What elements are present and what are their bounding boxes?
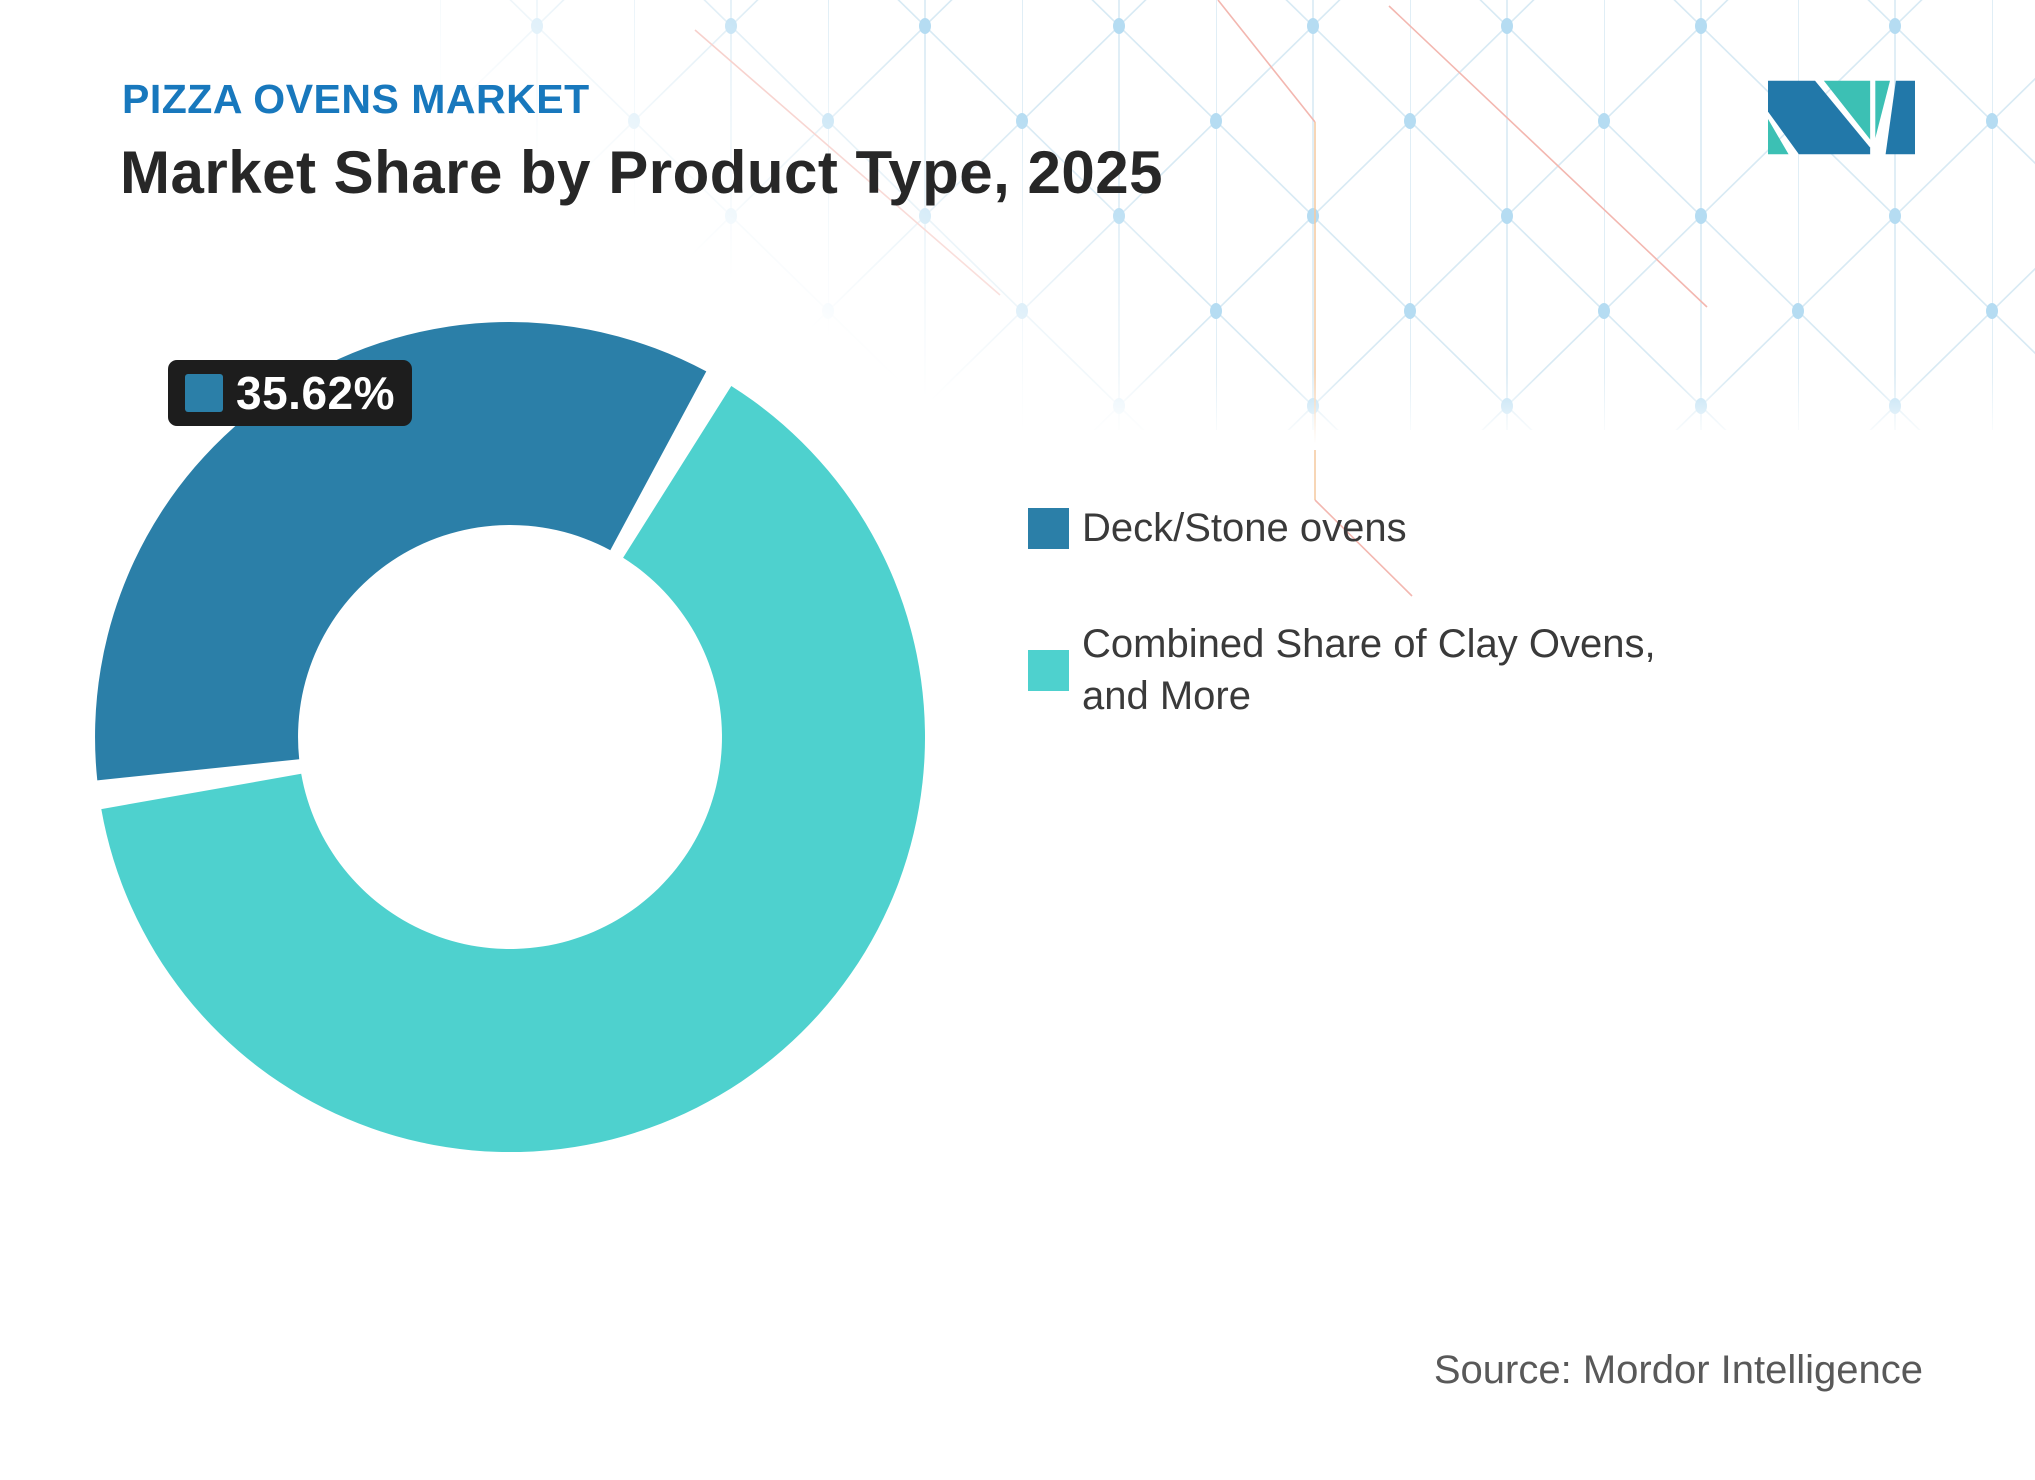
donut-slice-deck-stone-ovens[interactable] (95, 322, 707, 781)
legend-item-deck-stone-ovens[interactable]: Deck/Stone ovens (1028, 502, 1732, 554)
legend-swatch-combined-share (1028, 649, 1069, 691)
report-eyebrow: PIZZA OVENS MARKET (122, 76, 590, 122)
legend-item-combined-share[interactable]: Combined Share of Clay Ovens, and More (1028, 618, 1732, 722)
page-title: Market Share by Product Type, 2025 (120, 139, 1163, 206)
mordor-intelligence-logo (1768, 80, 1915, 155)
donut-slice-combined-share-of-clay-ovens-and-more[interactable] (101, 386, 925, 1152)
donut-chart (95, 322, 925, 1152)
legend-swatch-deck-stone-ovens (1028, 507, 1069, 549)
chart-legend: Deck/Stone ovens Combined Share of Clay … (1028, 502, 1732, 722)
data-label-swatch (185, 374, 223, 412)
data-label-value: 35.62% (236, 367, 396, 419)
data-label-deck-stone-ovens: 35.62% (168, 360, 413, 426)
source-note: Source: Mordor Intelligence (1433, 1348, 1923, 1392)
legend-label: Combined Share of Clay Ovens, and More (1082, 622, 1656, 718)
legend-label: Deck/Stone ovens (1082, 506, 1407, 550)
